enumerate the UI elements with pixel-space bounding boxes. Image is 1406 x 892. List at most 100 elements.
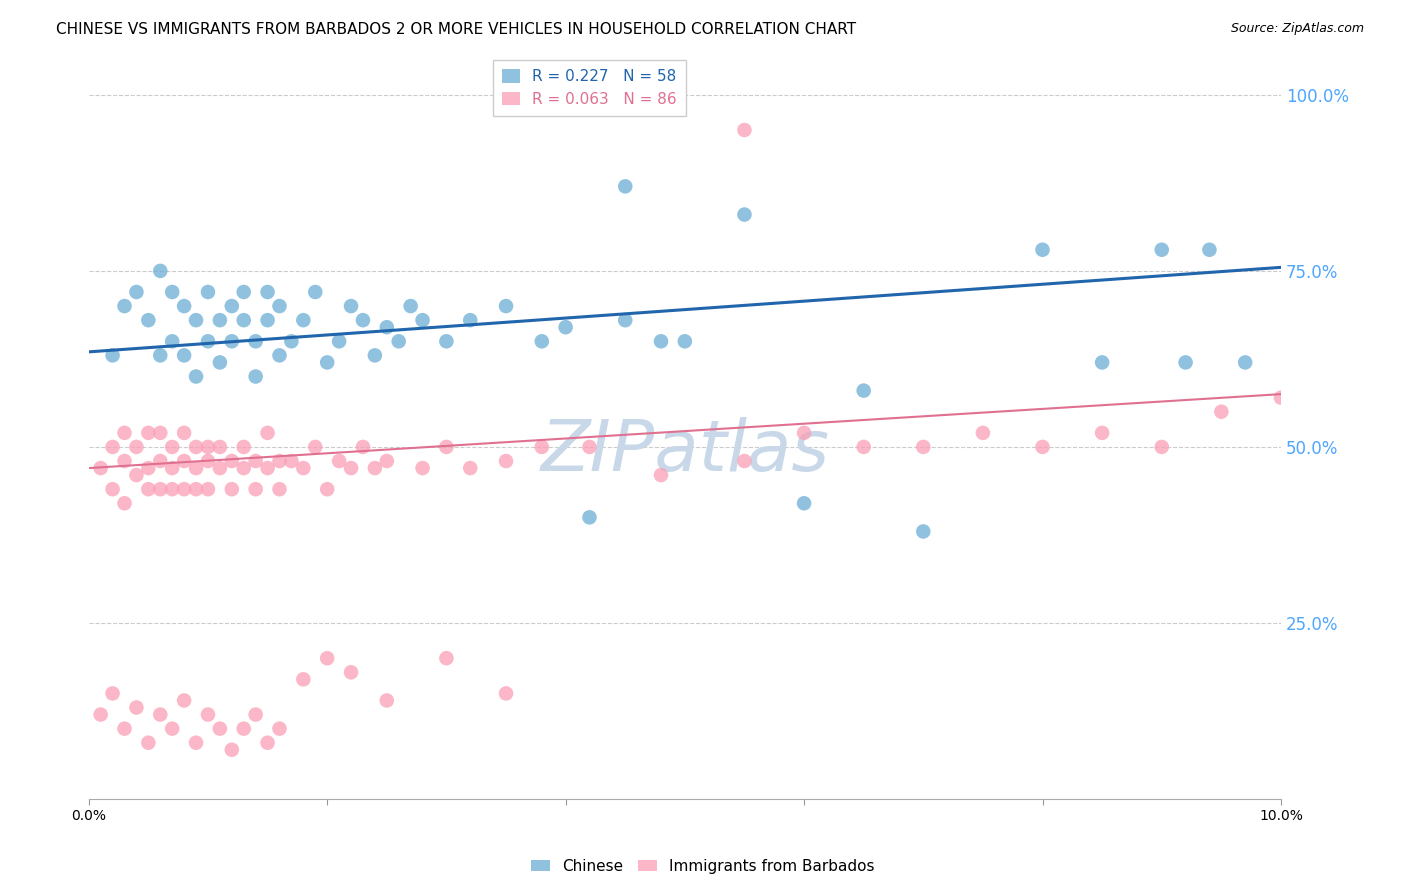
Point: [364, 461, 387, 475]
Point: [184, 313, 207, 327]
Point: [197, 454, 219, 468]
Point: [114, 722, 136, 736]
Point: [184, 736, 207, 750]
Point: [256, 425, 278, 440]
Point: [173, 482, 195, 496]
Point: [388, 334, 411, 349]
Point: [173, 693, 195, 707]
Point: [90, 707, 112, 722]
Point: [197, 482, 219, 496]
Point: [269, 722, 291, 736]
Point: [495, 299, 517, 313]
Point: [673, 334, 696, 349]
Point: [852, 440, 875, 454]
Point: [125, 440, 148, 454]
Point: [375, 320, 398, 334]
Point: [269, 299, 291, 313]
Point: [125, 700, 148, 714]
Point: [554, 320, 576, 334]
Point: [232, 722, 254, 736]
Point: [138, 461, 160, 475]
Legend: R = 0.227   N = 58, R = 0.063   N = 86: R = 0.227 N = 58, R = 0.063 N = 86: [492, 60, 686, 116]
Point: [304, 285, 326, 299]
Point: [221, 334, 243, 349]
Point: [793, 425, 815, 440]
Point: [149, 348, 172, 362]
Point: [530, 440, 553, 454]
Point: [160, 461, 183, 475]
Point: [245, 707, 267, 722]
Point: [352, 313, 374, 327]
Point: [316, 355, 339, 369]
Point: [184, 440, 207, 454]
Text: CHINESE VS IMMIGRANTS FROM BARBADOS 2 OR MORE VEHICLES IN HOUSEHOLD CORRELATION : CHINESE VS IMMIGRANTS FROM BARBADOS 2 OR…: [56, 22, 856, 37]
Point: [173, 348, 195, 362]
Point: [256, 313, 278, 327]
Point: [458, 313, 481, 327]
Point: [328, 454, 350, 468]
Point: [269, 482, 291, 496]
Point: [208, 722, 231, 736]
Point: [232, 285, 254, 299]
Point: [614, 313, 637, 327]
Point: [173, 454, 195, 468]
Point: [316, 651, 339, 665]
Point: [328, 334, 350, 349]
Point: [208, 355, 231, 369]
Point: [197, 707, 219, 722]
Legend: Chinese, Immigrants from Barbados: Chinese, Immigrants from Barbados: [526, 853, 880, 880]
Point: [221, 743, 243, 757]
Point: [733, 123, 755, 137]
Point: [138, 425, 160, 440]
Point: [436, 440, 458, 454]
Point: [160, 482, 183, 496]
Point: [1198, 243, 1220, 257]
Point: [304, 440, 326, 454]
Point: [125, 285, 148, 299]
Point: [101, 348, 124, 362]
Point: [1270, 391, 1292, 405]
Point: [340, 461, 363, 475]
Point: [912, 524, 935, 539]
Point: [245, 482, 267, 496]
Point: [458, 461, 481, 475]
Point: [125, 468, 148, 483]
Point: [138, 313, 160, 327]
Point: [208, 440, 231, 454]
Point: [184, 482, 207, 496]
Point: [1031, 243, 1053, 257]
Point: [1091, 425, 1114, 440]
Point: [138, 736, 160, 750]
Point: [292, 461, 315, 475]
Point: [375, 693, 398, 707]
Point: [197, 285, 219, 299]
Point: [149, 482, 172, 496]
Point: [114, 299, 136, 313]
Point: [292, 313, 315, 327]
Point: [1150, 440, 1173, 454]
Point: [184, 369, 207, 384]
Point: [614, 179, 637, 194]
Point: [114, 425, 136, 440]
Point: [269, 454, 291, 468]
Point: [160, 334, 183, 349]
Point: [733, 454, 755, 468]
Point: [149, 264, 172, 278]
Point: [280, 334, 302, 349]
Point: [578, 440, 600, 454]
Point: [912, 440, 935, 454]
Point: [149, 425, 172, 440]
Point: [173, 299, 195, 313]
Point: [530, 334, 553, 349]
Point: [793, 496, 815, 510]
Point: [221, 299, 243, 313]
Point: [352, 440, 374, 454]
Point: [972, 425, 994, 440]
Point: [197, 334, 219, 349]
Point: [101, 482, 124, 496]
Text: ZIPatlas: ZIPatlas: [540, 417, 830, 486]
Point: [340, 665, 363, 680]
Point: [245, 334, 267, 349]
Point: [650, 334, 672, 349]
Point: [114, 496, 136, 510]
